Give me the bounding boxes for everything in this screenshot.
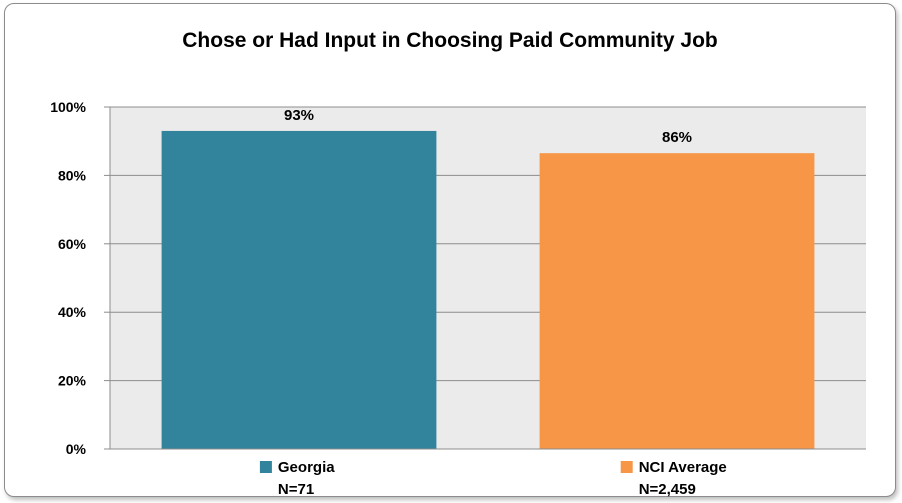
category-label: Georgia (278, 459, 335, 476)
y-tick-label: 100% (50, 99, 86, 115)
category-sublabel: N=2,459 (639, 481, 696, 498)
y-tick-label: 80% (58, 167, 87, 183)
category-label: NCI Average (639, 459, 727, 476)
legend-swatch (620, 461, 633, 473)
y-tick-label: 0% (66, 441, 87, 457)
chart-title: Chose or Had Input in Choosing Paid Comm… (182, 29, 718, 52)
category-sublabel: N=71 (278, 481, 314, 498)
y-tick-label: 40% (58, 304, 87, 320)
bar-nci-average (539, 153, 815, 450)
data-label: 86% (662, 129, 692, 146)
y-tick-label: 20% (58, 373, 87, 389)
y-tick-label: 60% (58, 236, 87, 252)
data-label: 93% (284, 107, 314, 124)
bar-georgia (161, 130, 437, 449)
legend-swatch (259, 461, 272, 473)
